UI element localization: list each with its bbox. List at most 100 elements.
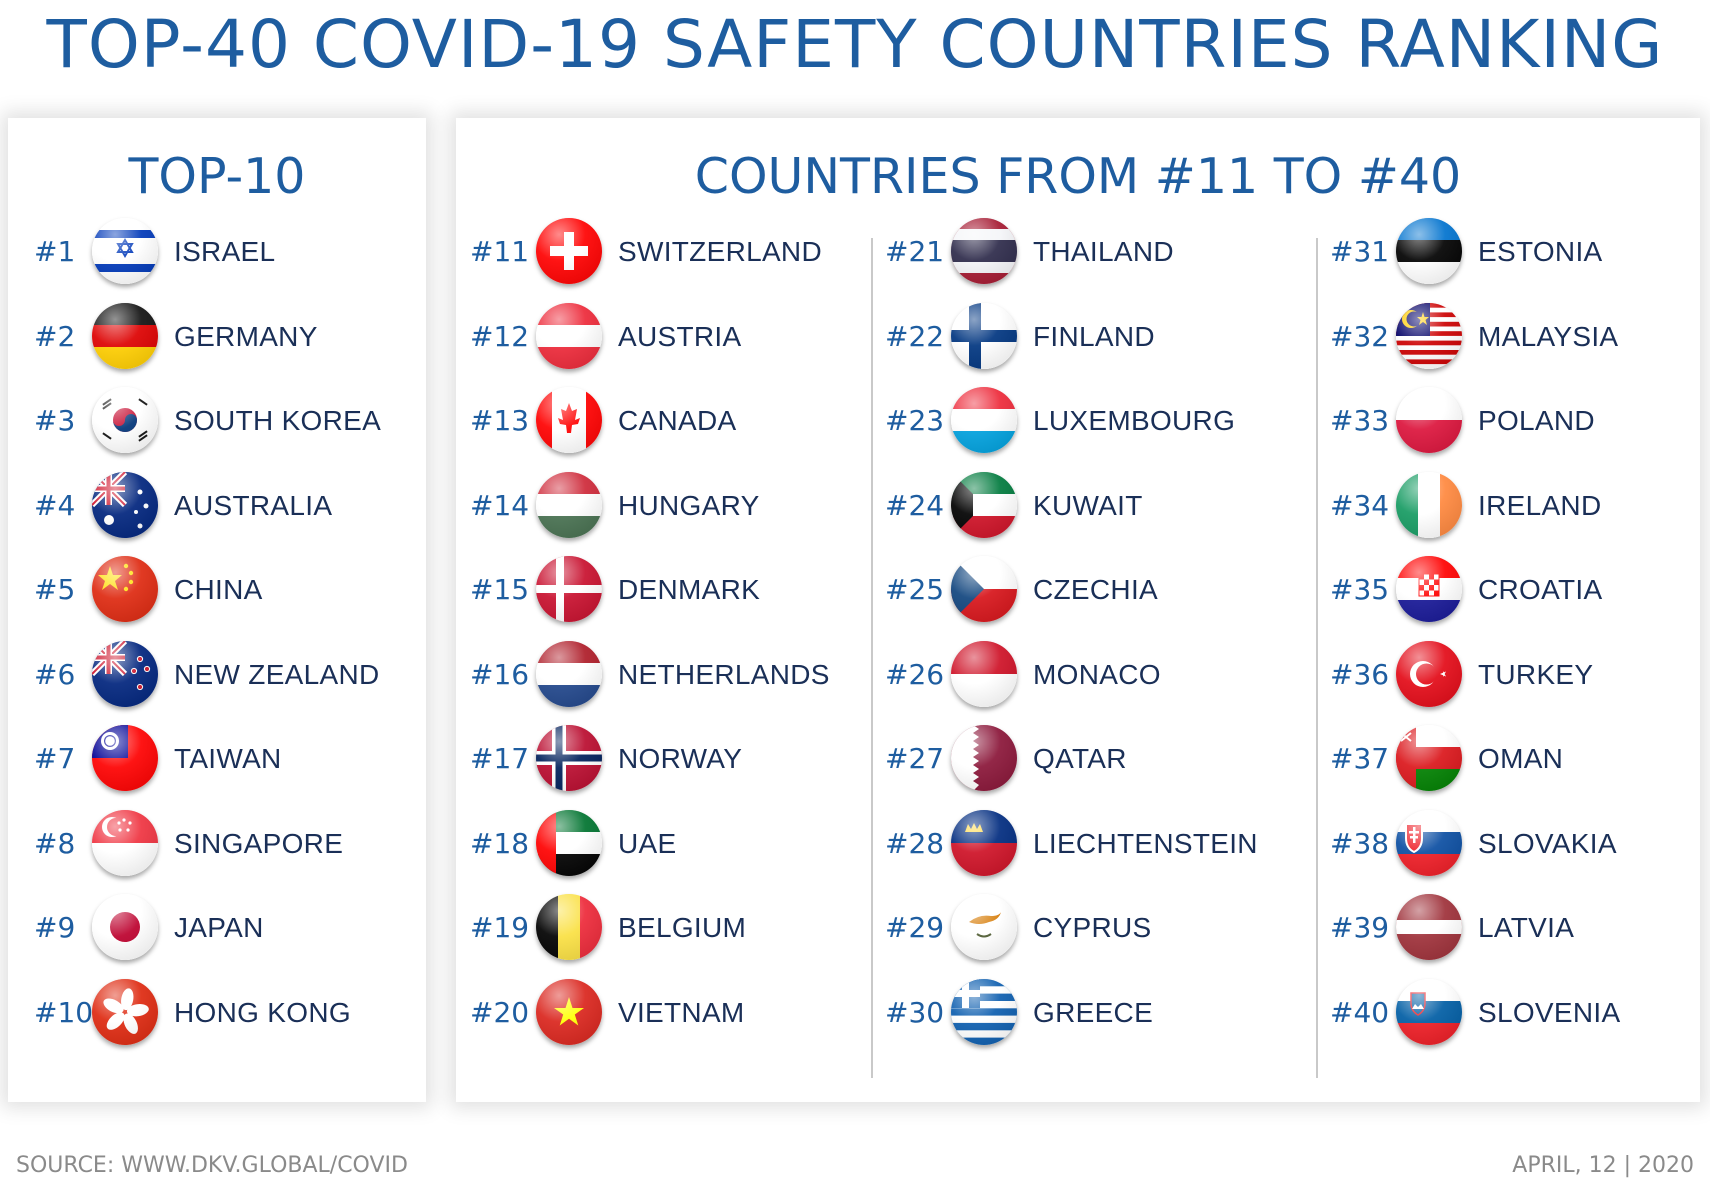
country-row: #37 OMAN bbox=[1316, 725, 1710, 793]
country-row: #35 CROATIA bbox=[1316, 556, 1710, 624]
country-name: ESTONIA bbox=[1478, 236, 1603, 267]
rank-number: #29 bbox=[885, 911, 945, 944]
croatia-flag-icon bbox=[1396, 556, 1462, 622]
poland-flag-icon bbox=[1396, 387, 1462, 453]
rank-number: #40 bbox=[1330, 995, 1390, 1029]
rank-number: #27 bbox=[885, 742, 945, 775]
rank-number: #33 bbox=[1330, 404, 1390, 437]
country-row: #29 CYPRUS bbox=[871, 894, 1271, 962]
rank-number: #21 bbox=[885, 235, 945, 268]
country-row: #26 MONACO bbox=[871, 640, 1271, 709]
country-row: #6 NEW ZEALAND bbox=[8, 640, 426, 709]
rank-number: #39 bbox=[1330, 911, 1390, 944]
country-row: #14 HUNGARY bbox=[456, 471, 856, 540]
hungary-flag-icon bbox=[536, 471, 602, 538]
ireland-flag-icon bbox=[1396, 471, 1462, 538]
country-name: QATAR bbox=[1033, 743, 1127, 774]
south-korea-flag-icon bbox=[92, 387, 158, 453]
country-row: #23 LUXEMBOURG bbox=[871, 387, 1271, 455]
qatar-flag-icon bbox=[951, 725, 1017, 791]
rank-number: #18 bbox=[470, 826, 530, 860]
oman-flag-icon bbox=[1396, 725, 1462, 791]
belgium-flag-icon bbox=[536, 894, 602, 960]
rank-number: #34 bbox=[1330, 488, 1390, 522]
country-name: VIETNAM bbox=[618, 996, 745, 1028]
country-name: CHINA bbox=[174, 574, 263, 605]
country-name: UAE bbox=[618, 827, 677, 859]
rank-number: #12 bbox=[470, 319, 530, 353]
rank-number: #35 bbox=[1330, 573, 1390, 606]
thailand-flag-icon bbox=[951, 218, 1017, 284]
country-row: #24 KUWAIT bbox=[871, 471, 1271, 540]
cyprus-flag-icon bbox=[951, 894, 1017, 960]
country-row: #28 LIECHTENSTEIN bbox=[871, 809, 1271, 878]
country-row: #17 NORWAY bbox=[456, 725, 856, 793]
latvia-flag-icon bbox=[1396, 894, 1462, 960]
country-row: #31 ESTONIA bbox=[1316, 218, 1710, 286]
country-name: SINGAPORE bbox=[174, 827, 344, 859]
country-name: MONACO bbox=[1033, 658, 1161, 690]
top10-panel: TOP-10 #1 ISRAEL #2 GERMANY #3 SOUTH KOREA #4 A… bbox=[8, 118, 426, 1102]
rank-number: #22 bbox=[885, 319, 945, 353]
canada-flag-icon bbox=[536, 387, 602, 453]
country-row: #38 SLOVAKIA bbox=[1316, 809, 1710, 878]
rank-number: #7 bbox=[34, 742, 76, 775]
rank-number: #37 bbox=[1330, 742, 1390, 775]
country-row: #12 AUSTRIA bbox=[456, 302, 856, 371]
country-row: #10 HONG KONG bbox=[8, 978, 426, 1047]
rank-number: #38 bbox=[1330, 826, 1390, 860]
country-row: #19 BELGIUM bbox=[456, 894, 856, 962]
country-name: BELGIUM bbox=[618, 912, 747, 943]
vietnam-flag-icon bbox=[536, 978, 602, 1045]
country-name: SOUTH KOREA bbox=[174, 405, 382, 436]
country-row: #13 CANADA bbox=[456, 387, 856, 455]
country-name: NORWAY bbox=[618, 743, 743, 774]
country-name: SLOVAKIA bbox=[1478, 827, 1617, 859]
country-name: DENMARK bbox=[618, 574, 761, 605]
rank-number: #32 bbox=[1330, 319, 1390, 353]
rank-number: #23 bbox=[885, 404, 945, 437]
country-name: IRELAND bbox=[1478, 489, 1602, 521]
rank-number: #2 bbox=[34, 319, 76, 353]
rest-panel: COUNTRIES FROM #11 TO #40 #11 SWITZERLAND… bbox=[456, 118, 1700, 1102]
country-name: SLOVENIA bbox=[1478, 996, 1621, 1028]
estonia-flag-icon bbox=[1396, 218, 1462, 284]
rank-number: #5 bbox=[34, 573, 76, 606]
rank-number: #19 bbox=[470, 911, 530, 944]
country-row: #2 GERMANY bbox=[8, 302, 426, 371]
new-zealand-flag-icon bbox=[92, 640, 158, 707]
malaysia-flag-icon bbox=[1396, 302, 1462, 369]
country-row: #1 ISRAEL bbox=[8, 218, 426, 286]
country-name: MALAYSIA bbox=[1478, 320, 1619, 352]
australia-flag-icon bbox=[92, 471, 158, 538]
switzerland-flag-icon bbox=[536, 218, 602, 284]
column-divider bbox=[871, 238, 873, 1078]
country-name: THAILAND bbox=[1033, 236, 1174, 267]
country-name: ISRAEL bbox=[174, 236, 276, 267]
rank-number: #31 bbox=[1330, 235, 1390, 268]
rank-number: #3 bbox=[34, 404, 76, 437]
country-name: AUSTRIA bbox=[618, 320, 742, 352]
country-name: SWITZERLAND bbox=[618, 236, 822, 267]
uae-flag-icon bbox=[536, 809, 602, 876]
finland-flag-icon bbox=[951, 302, 1017, 369]
japan-flag-icon bbox=[92, 894, 158, 960]
rank-number: #25 bbox=[885, 573, 945, 606]
singapore-flag-icon bbox=[92, 809, 158, 876]
country-row: #4 AUSTRALIA bbox=[8, 471, 426, 540]
country-name: CYPRUS bbox=[1033, 912, 1152, 943]
liechtenstein-flag-icon bbox=[951, 809, 1017, 876]
rank-number: #13 bbox=[470, 404, 530, 437]
country-name: OMAN bbox=[1478, 743, 1564, 774]
taiwan-flag-icon bbox=[92, 725, 158, 791]
germany-flag-icon bbox=[92, 302, 158, 369]
source-note: SOURCE: WWW.DKV.GLOBAL/COVID bbox=[16, 1153, 408, 1178]
rest-heading: COUNTRIES FROM #11 TO #40 bbox=[694, 148, 1462, 205]
czechia-flag-icon bbox=[951, 556, 1017, 622]
country-row: #18 UAE bbox=[456, 809, 856, 878]
slovenia-flag-icon bbox=[1396, 978, 1462, 1045]
country-name: LIECHTENSTEIN bbox=[1033, 827, 1258, 859]
kuwait-flag-icon bbox=[951, 471, 1017, 538]
country-row: #3 SOUTH KOREA bbox=[8, 387, 426, 455]
hong-kong-flag-icon bbox=[92, 978, 158, 1045]
